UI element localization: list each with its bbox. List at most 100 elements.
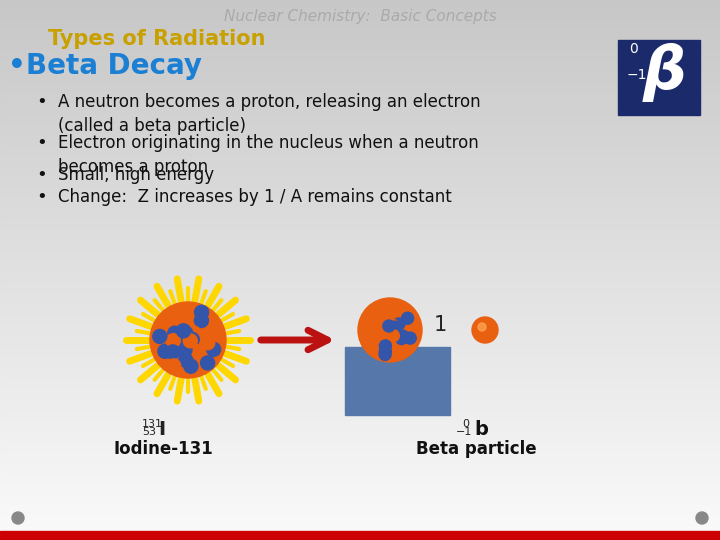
Bar	[0, 402, 720, 403]
FancyArrowPatch shape	[261, 330, 328, 350]
Text: b: b	[474, 420, 488, 439]
Bar	[0, 452, 720, 453]
Bar	[0, 217, 720, 218]
Bar	[0, 129, 720, 130]
Text: 53: 53	[142, 427, 156, 437]
Bar	[0, 156, 720, 157]
Bar	[0, 358, 720, 359]
Bar	[0, 186, 720, 187]
Circle shape	[383, 320, 395, 332]
Circle shape	[166, 334, 180, 348]
Bar	[0, 424, 720, 425]
Bar	[0, 216, 720, 217]
Bar	[0, 0, 720, 1]
Bar	[0, 292, 720, 293]
Bar	[0, 361, 720, 362]
Bar	[0, 423, 720, 424]
Bar	[0, 37, 720, 38]
Bar	[0, 235, 720, 236]
Bar	[0, 219, 720, 220]
Bar	[0, 532, 720, 533]
Bar	[0, 91, 720, 92]
Bar	[0, 511, 720, 512]
Bar	[0, 388, 720, 389]
Bar	[0, 43, 720, 44]
Bar	[0, 85, 720, 86]
Bar	[0, 450, 720, 451]
Bar	[0, 294, 720, 295]
Bar	[0, 272, 720, 273]
Bar	[0, 471, 720, 472]
Circle shape	[185, 341, 199, 355]
Bar	[0, 246, 720, 247]
Bar	[0, 143, 720, 144]
Circle shape	[387, 329, 400, 342]
Bar	[0, 387, 720, 388]
Bar	[0, 501, 720, 502]
Bar	[0, 25, 720, 26]
Bar	[0, 410, 720, 411]
Bar	[0, 268, 720, 269]
Bar	[0, 263, 720, 264]
Bar	[0, 287, 720, 288]
Bar	[0, 533, 720, 534]
Bar	[0, 61, 720, 62]
Bar	[0, 421, 720, 422]
Bar	[0, 522, 720, 523]
Bar	[0, 475, 720, 476]
Bar	[0, 236, 720, 237]
Bar	[0, 369, 720, 370]
Circle shape	[201, 336, 215, 350]
Bar	[0, 373, 720, 374]
Bar	[0, 67, 720, 68]
Circle shape	[180, 333, 194, 347]
Bar	[0, 520, 720, 521]
Text: Beta particle: Beta particle	[415, 440, 536, 458]
Bar	[0, 95, 720, 96]
Circle shape	[182, 334, 196, 348]
Bar	[0, 390, 720, 391]
Bar	[0, 290, 720, 291]
Bar	[0, 231, 720, 232]
Bar	[0, 394, 720, 395]
Text: Change:  Z increases by 1 / A remains constant: Change: Z increases by 1 / A remains con…	[58, 188, 451, 206]
Bar	[0, 464, 720, 465]
Bar	[0, 253, 720, 254]
Bar	[0, 104, 720, 105]
Bar	[0, 107, 720, 108]
Text: A neutron becomes a proton, releasing an electron
(called a beta particle): A neutron becomes a proton, releasing an…	[58, 93, 481, 134]
Bar	[0, 395, 720, 396]
Bar	[0, 455, 720, 456]
Bar	[0, 161, 720, 162]
Bar	[0, 63, 720, 64]
Bar	[0, 177, 720, 178]
Bar	[0, 312, 720, 313]
Circle shape	[173, 313, 187, 327]
Text: •: •	[37, 188, 48, 206]
Bar	[0, 6, 720, 7]
Circle shape	[185, 333, 199, 347]
Bar	[0, 478, 720, 479]
Bar	[0, 443, 720, 444]
Bar	[0, 486, 720, 487]
Bar	[0, 415, 720, 416]
Bar	[0, 521, 720, 522]
Bar	[0, 308, 720, 309]
Bar	[0, 244, 720, 245]
Bar	[0, 265, 720, 266]
Bar	[0, 283, 720, 284]
Bar	[0, 11, 720, 12]
Circle shape	[183, 334, 197, 348]
Bar	[0, 461, 720, 462]
Bar	[0, 454, 720, 455]
Bar	[0, 207, 720, 208]
Bar	[0, 437, 720, 438]
Bar	[0, 103, 720, 104]
Bar	[0, 337, 720, 338]
Text: −1: −1	[456, 427, 472, 437]
Bar	[0, 491, 720, 492]
Bar	[0, 397, 720, 398]
Bar	[0, 181, 720, 182]
Bar	[0, 188, 720, 189]
Bar	[0, 196, 720, 197]
